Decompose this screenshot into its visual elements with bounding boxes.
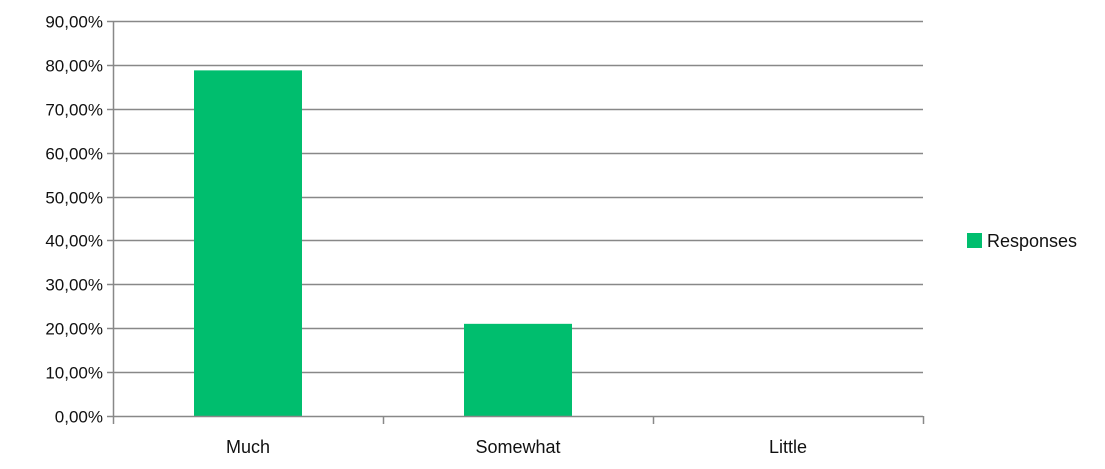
y-tick-label: 30,00% xyxy=(45,276,103,295)
axes xyxy=(112,21,925,424)
x-tick-label: Little xyxy=(769,437,807,457)
y-tick-labels: 0,00% 10,00% 20,00% 30,00% 40,00% 50,00% 60,00… xyxy=(45,13,103,427)
x-tick-labels: Much Somewhat Little xyxy=(226,437,807,457)
bars xyxy=(194,70,572,416)
y-tick-label: 60,00% xyxy=(45,145,103,164)
y-tick-label: 10,00% xyxy=(45,364,103,383)
y-tick-label: 90,00% xyxy=(45,13,103,32)
legend-label: Responses xyxy=(987,231,1077,251)
legend-swatch xyxy=(967,233,982,248)
legend: Responses xyxy=(967,231,1077,251)
y-tick-label: 80,00% xyxy=(45,57,103,76)
x-tick-label: Somewhat xyxy=(475,437,560,457)
y-tick-label: 40,00% xyxy=(45,232,103,251)
x-tick-label: Much xyxy=(226,437,270,457)
y-tick-label: 50,00% xyxy=(45,189,103,208)
bar-somewhat xyxy=(464,323,572,416)
y-tick-label: 70,00% xyxy=(45,101,103,120)
bar-much xyxy=(194,70,302,416)
y-tick-label: 20,00% xyxy=(45,320,103,339)
y-tick-label: 0,00% xyxy=(55,408,103,427)
